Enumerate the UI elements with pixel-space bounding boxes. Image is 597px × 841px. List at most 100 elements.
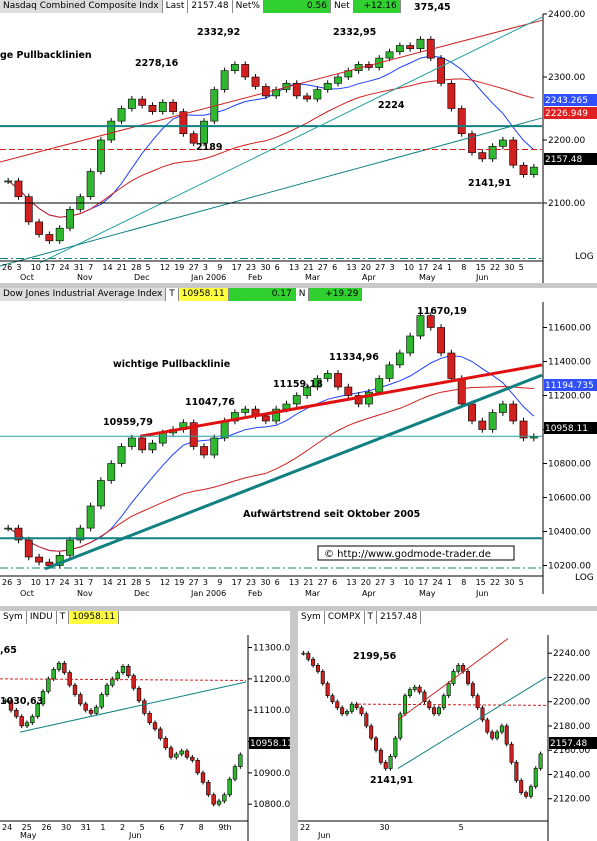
x-tick-label: 27	[375, 578, 385, 587]
log-scale-label: LOG	[575, 573, 594, 583]
candle-body	[138, 437, 147, 451]
candle-body	[117, 446, 126, 464]
watermark-text: © http://www.godmode-trader.de	[324, 549, 491, 560]
trend-line	[397, 677, 547, 769]
candle-body	[8, 700, 14, 711]
moving-average-long-line	[7, 385, 534, 552]
y-tick-label: 10200.00	[548, 562, 591, 572]
price-tag-box	[544, 379, 597, 391]
candle-body	[88, 709, 94, 714]
indu-header: Sym INDU T 10958.11	[0, 611, 120, 624]
candle-body	[395, 352, 404, 366]
annotation-label: 2278,16	[135, 58, 179, 69]
candle-body	[35, 221, 43, 235]
candle-body	[35, 556, 43, 563]
x-tick-label: 30	[504, 263, 514, 272]
candle-body	[86, 171, 95, 198]
candle-body	[306, 652, 311, 660]
x-tick-label: 7	[179, 823, 184, 832]
indu-plot: 11300.0011200.0011100.0011000.0010900.00…	[0, 635, 290, 841]
y-tick-label: 10600.00	[548, 494, 591, 504]
moving-average-short-line	[7, 55, 535, 218]
x-month-label: Oct	[20, 589, 34, 598]
nasdaq-last-label: Last	[163, 0, 189, 13]
candle-body	[499, 139, 507, 147]
candle-body	[375, 378, 384, 393]
candle-body	[261, 86, 270, 97]
upper-trend-line	[397, 638, 509, 721]
x-tick-label: 12	[160, 263, 170, 272]
candle-body	[432, 707, 437, 715]
x-tick-label: 3	[389, 578, 394, 587]
compx-header: Sym COMPX T 2157.48	[298, 611, 422, 624]
candle-body	[222, 794, 227, 802]
dow-chart-panel[interactable]: Dow Jones Industrial Average Index T 10958…	[0, 288, 597, 606]
annotation-label: 10959,79	[103, 417, 153, 428]
nasdaq-chart-panel[interactable]: Nasdaq Combined Composite Indx Last 2157.4…	[0, 0, 597, 283]
x-tick-label: 5	[519, 263, 524, 272]
candle-body	[383, 762, 388, 769]
trend-line	[19, 681, 247, 733]
x-month-label: May	[419, 589, 436, 598]
candle-body	[457, 378, 466, 405]
dow-title: Dow Jones Industrial Average Index	[0, 288, 167, 301]
candle-body	[94, 706, 99, 714]
x-tick-label: 13	[346, 578, 356, 587]
candle-body	[231, 412, 239, 422]
x-tick-label: 23	[246, 263, 256, 272]
x-month-label: Jan 2006	[190, 273, 226, 282]
price-tag-box	[549, 737, 597, 749]
x-tick-label: 8	[461, 263, 466, 272]
candle-body	[78, 694, 83, 705]
candle-body	[441, 695, 446, 709]
candle-body	[398, 713, 403, 739]
candle-body	[465, 671, 470, 684]
x-tick-label: 3	[203, 578, 208, 587]
x-tick-label: 6	[159, 823, 164, 832]
x-tick-label: 14	[102, 263, 112, 272]
candle-body	[374, 737, 379, 751]
x-month-label: Jun	[475, 273, 489, 282]
watermark-box	[317, 545, 515, 561]
candle-body	[200, 772, 206, 783]
candle-body	[136, 687, 142, 702]
price-tag-box	[544, 107, 597, 119]
x-tick-label: 1	[100, 823, 105, 832]
candle-body	[385, 51, 394, 59]
nasdaq-title: Nasdaq Combined Composite Indx	[0, 0, 163, 13]
x-tick-label: 6	[332, 578, 337, 587]
x-tick-label: 15	[476, 263, 486, 272]
annotation-label: Aufwärtstrend seit Oktober 2005	[243, 509, 420, 520]
candle-body	[485, 719, 490, 733]
x-month-label: Jun	[317, 831, 331, 840]
candle-body	[499, 725, 504, 733]
compx-t-label: T	[365, 611, 378, 624]
x-tick-label: 22	[300, 823, 310, 832]
x-month-label: May	[20, 831, 37, 840]
y-tick-label: 2240.00	[553, 649, 590, 659]
x-tick-label: 15	[476, 578, 486, 587]
candle-body	[190, 756, 195, 761]
compx-chart-panel[interactable]: Sym COMPX T 2157.48 2240.00 2220.00 2200.00 21…	[298, 611, 597, 841]
y-tick-label: 2300.00	[548, 73, 585, 83]
candle-body	[195, 760, 200, 774]
x-tick-label: 1	[447, 263, 452, 272]
candle-body	[3, 700, 8, 703]
x-tick-label: 26	[41, 823, 51, 832]
panel-separator	[0, 606, 597, 611]
candle-body	[107, 120, 116, 141]
x-tick-label: 19	[174, 263, 184, 272]
x-tick-label: 10	[404, 263, 414, 272]
price-tag-label: 2157.48	[545, 155, 582, 165]
candle-body	[97, 139, 105, 172]
x-tick-label: 2	[120, 823, 125, 832]
candle-body	[86, 505, 95, 529]
compx-plot: 2240.00 2220.00 2200.00 2180.00 2160.00 2140.…	[298, 635, 597, 841]
x-tick-label: 6	[332, 263, 337, 272]
candle-body	[126, 666, 131, 677]
x-tick-label: 7	[88, 263, 93, 272]
x-tick-label: 13	[346, 263, 356, 272]
candle-body	[147, 713, 152, 724]
candle-body	[35, 703, 40, 717]
